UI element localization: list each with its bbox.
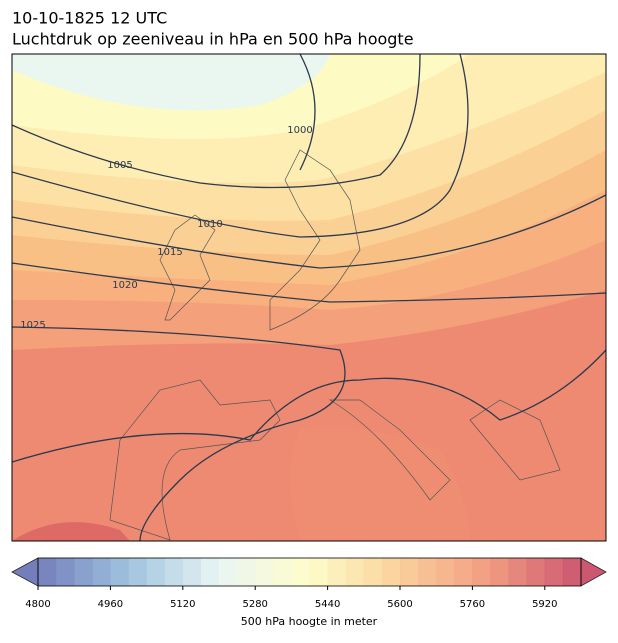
colorbar-segment [363, 558, 383, 586]
isobar [12, 326, 346, 541]
subtitle: Luchtdruk op zeeniveau in hPa en 500 hPa… [12, 30, 414, 49]
isobar-label: 1010 [197, 219, 222, 230]
colorbar-segment [74, 558, 93, 586]
map: 1000 1005 1010 1015 1020 1025 [11, 53, 607, 542]
colorbar-tick-label: 5920 [532, 599, 557, 610]
title: 10-10-1825 12 UTC [12, 9, 167, 28]
colorbar-segment [562, 558, 582, 586]
colorbar-segment [255, 558, 274, 586]
colorbar-segment [146, 558, 165, 586]
isobar [12, 262, 606, 303]
isobar [299, 54, 316, 171]
colorbar-segment [345, 558, 365, 586]
colorbar-tick-label: 5600 [387, 599, 412, 610]
colorbar-segment [327, 558, 346, 586]
band [12, 54, 330, 111]
colorbar-tick-label: 5760 [460, 599, 485, 610]
colorbar-extend [580, 557, 607, 587]
colorbar-frame [37, 557, 582, 587]
colorbar-tick-label: 5440 [315, 599, 340, 610]
isobar [12, 349, 606, 463]
colorbar-segment [472, 558, 491, 586]
colorbar-extend [11, 557, 39, 587]
colorbar-label: 500 hPa hoogte in meter [241, 615, 378, 628]
colorbar-segment [273, 558, 292, 586]
colorbar-segment [526, 558, 546, 586]
colorbar-tick-label: 4800 [25, 599, 50, 610]
colorbar-segment [309, 558, 328, 586]
isobar [12, 54, 469, 238]
band [290, 427, 470, 541]
isobar-label: 1000 [287, 125, 312, 136]
colorbar-segment [200, 558, 220, 586]
isobar-label: 1020 [112, 280, 137, 291]
coastline [109, 149, 561, 541]
colorbar-segment [490, 558, 509, 586]
isobar-label: 1015 [157, 247, 182, 258]
colorbar-segment [128, 558, 147, 586]
colorbar-segment [38, 558, 57, 586]
colorbar-segment [237, 558, 256, 586]
colorbar-tick-label: 4960 [98, 599, 123, 610]
band [12, 522, 130, 541]
colorbar-segment [400, 558, 419, 586]
colorbar-segment [436, 558, 455, 586]
colorbar: 4800 4960 5120 5280 5440 5600 5760 5920 [11, 557, 607, 610]
colorbar-segment [291, 558, 310, 586]
colorbar-segment [164, 558, 184, 586]
colorbar-segment [110, 558, 129, 586]
isobar [12, 54, 421, 189]
colorbar-segment [454, 558, 473, 586]
colorbar-segment [381, 558, 401, 586]
colorbar-tick-label: 5120 [170, 599, 195, 610]
colorbar-segment [56, 558, 75, 586]
map-frame [11, 53, 607, 542]
colorbar-segment [508, 558, 527, 586]
colorbar-segment [92, 558, 111, 586]
isobar [12, 194, 606, 269]
colorbar-tick-label: 5280 [242, 599, 267, 610]
colorbar-segment [418, 558, 437, 586]
isobar-label: 1025 [20, 320, 45, 331]
isobar-label: 1005 [107, 160, 132, 171]
colorbar-segment [182, 558, 202, 586]
colorbar-segment [544, 558, 564, 586]
colorbar-segment [219, 558, 238, 586]
